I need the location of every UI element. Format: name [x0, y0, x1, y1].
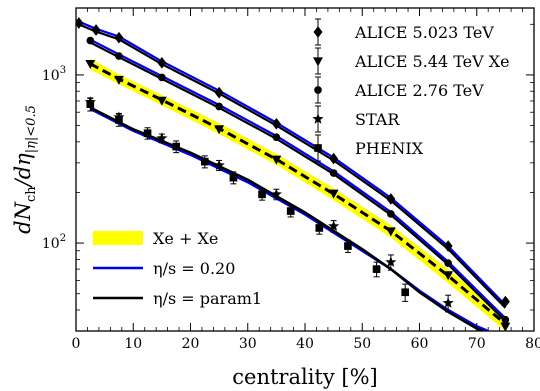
point-alice-5-44-tev-xe [443, 271, 454, 281]
point-alice-2-76-tev [272, 133, 281, 142]
legend-label: STAR [355, 110, 400, 129]
x-ticks: 0 10 20 30 40 50 60 70 80 [72, 8, 540, 352]
point-alice-2-76-tev [387, 210, 395, 218]
point-star [270, 188, 282, 199]
y-axis-title: dNch/dη|η|<0.5 [11, 105, 39, 234]
x-tick-label: 50 [353, 336, 371, 352]
point-alice-5-023-tev [386, 193, 396, 205]
y-title-sub1: ch [24, 186, 39, 202]
point-alice-5-44-tev-xe [85, 60, 96, 70]
legend-marker-star [312, 113, 324, 124]
legend-label: PHENIX [355, 139, 424, 158]
point-phenix [372, 265, 381, 273]
legend-label: ALICE 2.76 TeV [354, 81, 484, 100]
point-alice-5-023-tev [114, 31, 124, 44]
curve-param1 [89, 106, 483, 331]
curve-eta020 [89, 107, 489, 331]
x-tick-label: 40 [296, 336, 314, 352]
point-alice-5-023-tev [329, 152, 339, 165]
point-alice-5-023-tev [214, 86, 224, 99]
legend-marker-diamond [313, 26, 323, 38]
x-tick-label: 80 [525, 336, 540, 352]
point-phenix [172, 142, 181, 151]
point-alice-2-76-tev [158, 73, 166, 82]
curve-pbpb-blue [78, 20, 507, 306]
legend-label: η/s = 0.20 [153, 259, 235, 278]
point-alice-2-76-tev [86, 36, 95, 45]
point-phenix [143, 129, 152, 138]
point-alice-5-44-tev-xe [385, 227, 396, 237]
point-alice-5-023-tev [76, 17, 84, 29]
point-alice-5-44-tev-xe [214, 125, 225, 135]
point-phenix [315, 224, 324, 232]
curve-pbpb [78, 20, 507, 309]
point-alice-5-44-tev-xe [113, 75, 124, 85]
x-tick-label: 10 [124, 336, 142, 352]
x-tick-label: 70 [468, 336, 486, 352]
legend-label: η/s = param1 [153, 289, 262, 308]
point-alice-5-023-tev [271, 117, 281, 130]
y-tick-exp: 3 [60, 65, 66, 76]
point-phenix [286, 207, 295, 215]
legend-marker-circle [314, 86, 322, 94]
legend-label: Xe + Xe [153, 229, 218, 248]
curve-pbpb-black [78, 23, 507, 309]
point-phenix [258, 190, 266, 199]
y-title-main: dN [11, 201, 35, 233]
x-tick-label: 20 [182, 336, 200, 352]
y-tick-label: 103 [42, 65, 66, 84]
point-alice-5-44-tev-xe [328, 189, 339, 199]
y-tick-exp: 2 [60, 233, 66, 244]
legend-marker-square [314, 144, 322, 152]
data-points [76, 17, 511, 331]
x-axis-title: centrality [%] [232, 365, 377, 389]
legend-label: ALICE 5.023 TeV [354, 23, 494, 42]
point-alice-2-76-tev [215, 102, 223, 111]
point-phenix [115, 116, 123, 124]
point-star [385, 256, 397, 267]
point-star [442, 297, 454, 308]
point-phenix [401, 288, 410, 297]
legend-lower: Xe + Xe η/s = 0.20 η/s = param1 [93, 229, 262, 308]
y-title-sub2: |η|<0.5 [24, 105, 39, 153]
point-star [328, 220, 340, 231]
point-alice-5-023-tev [500, 295, 510, 308]
point-phenix [344, 242, 352, 250]
y-title-mid: /dη [11, 153, 35, 189]
legend-marker-triangle-down [313, 57, 323, 67]
legend-upper: ALICE 5.023 TeV ALICE 5.44 TeV Xe ALICE 2.… [312, 18, 510, 162]
curve-xexe-dashed [89, 62, 507, 326]
y-tick-base: 10 [42, 236, 60, 252]
point-alice-5-023-tev [157, 56, 167, 69]
point-phenix [229, 173, 238, 182]
x-tick-label: 60 [411, 336, 429, 352]
x-tick-label: 30 [239, 336, 257, 352]
point-star [213, 159, 225, 171]
point-alice-5-023-tev [91, 24, 101, 36]
point-phenix [86, 100, 95, 108]
point-alice-5-44-tev-xe [156, 96, 167, 106]
point-alice-5-44-tev-xe [500, 322, 511, 331]
point-alice-5-023-tev [443, 240, 453, 252]
point-alice-2-76-tev [444, 259, 452, 267]
point-alice-2-76-tev [501, 315, 510, 324]
legend-band-swatch [93, 231, 143, 245]
legend-label: ALICE 5.44 TeV Xe [354, 52, 510, 71]
point-alice-2-76-tev [115, 52, 123, 60]
x-tick-label: 0 [72, 336, 81, 352]
point-alice-2-76-tev [329, 169, 338, 177]
point-star [156, 132, 168, 143]
y-tick-base: 10 [42, 68, 60, 84]
point-phenix [200, 157, 209, 166]
y-tick-label: 102 [42, 233, 66, 252]
point-alice-5-44-tev-xe [271, 155, 282, 165]
